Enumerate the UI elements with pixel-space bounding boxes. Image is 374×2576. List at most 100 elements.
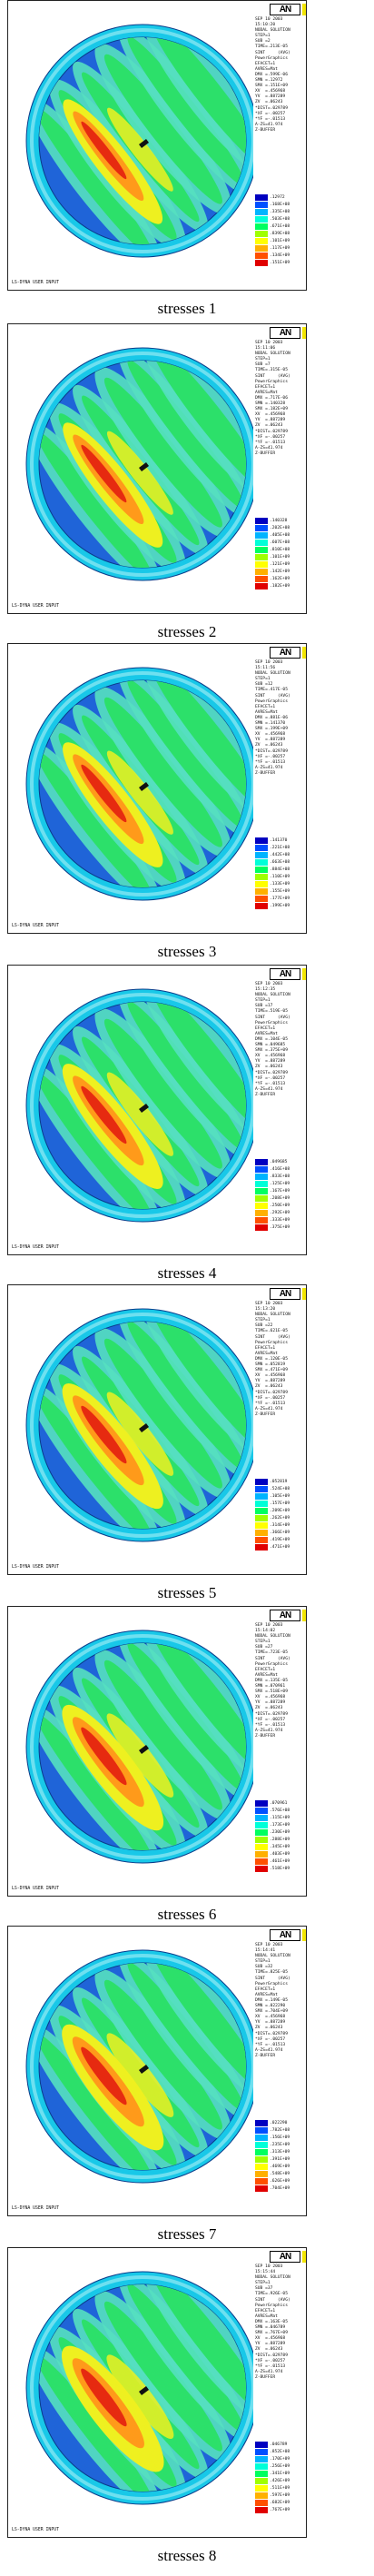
info-line: SINT (AVG) — [255, 1334, 290, 1340]
contour-band-core — [103, 697, 222, 847]
info-line: YV =.887289 — [255, 738, 286, 743]
legend-swatch — [255, 2485, 268, 2492]
info-line: SUB =22 — [255, 1323, 273, 1329]
info-line: XV =.456968 — [255, 2336, 286, 2342]
legend-swatch — [255, 554, 268, 560]
legend-row: .133E+09 — [255, 880, 306, 887]
center-marker — [139, 2386, 149, 2395]
info-line: 15:11:06 — [255, 346, 276, 352]
legend-swatch — [255, 2149, 268, 2155]
contour-warm-band — [106, 750, 173, 835]
panel-footer-label: LS-DYNA USER INPUT — [12, 604, 59, 609]
legend-swatch — [255, 2156, 268, 2163]
info-line: *XF =-.00257 — [255, 754, 286, 759]
legend-row: .511E+09 — [255, 2484, 306, 2492]
legend-value: .221E+08 — [270, 846, 290, 850]
solution-info-block: SEP 10 2003 15:14:41 NODAL SOLUTION STEP=1 S… — [255, 1943, 306, 2059]
legend-swatch — [255, 194, 268, 201]
legend-value: .115E+09 — [270, 1816, 290, 1820]
info-line: SEP 10 2003 — [255, 982, 283, 986]
info-line: *DIST=.029789 — [255, 2031, 288, 2036]
solution-info-block: SEP 10 2003 15:10:20 NODAL SOLUTION STEP=1 S… — [255, 17, 306, 134]
figure-stresses-6: AN SEP 10 2003 15:14:02 NODAL SOLUTION STEP=… — [0, 1606, 374, 1927]
panel-footer-label: LS-DYNA USER INPUT — [12, 924, 59, 928]
legend-value: .810E+08 — [270, 548, 290, 552]
info-line: Z-BUFFER — [255, 2053, 276, 2058]
legend-swatch — [255, 245, 268, 252]
info-line: ZV =.06243 — [255, 1706, 283, 1711]
info-line: A-ZS=41.974 — [255, 1406, 283, 1412]
legend-swatch — [255, 2507, 268, 2513]
legend-swatch — [255, 583, 268, 590]
contour-band-core — [127, 680, 245, 829]
legend-swatch — [255, 2142, 268, 2148]
legend-row: .682E+09 — [255, 2499, 306, 2506]
info-line: DMX =.120E-05 — [255, 1356, 288, 1362]
info-line: STEP=1 — [255, 1959, 271, 1965]
info-line: SMN =.141370 — [255, 721, 286, 727]
legend-swatch — [255, 888, 268, 895]
legend-swatch — [255, 1508, 268, 1514]
info-line: PowerGraphics — [255, 1020, 288, 1025]
legend-row: .833E+08 — [255, 1173, 306, 1180]
contour-legend: .070961 .576E+08 .115E+09 .173E+09 .230E+09.… — [255, 1799, 306, 1872]
info-line: 15:10:20 — [255, 23, 276, 28]
legend-row: .199E+09 — [255, 902, 306, 909]
legend-row: .12972 — [255, 193, 306, 201]
legend-value: .202E+08 — [270, 526, 290, 530]
contour-band-core — [150, 1963, 246, 2095]
legend-swatch — [255, 2449, 268, 2455]
info-line: NODAL SOLUTION — [255, 1954, 290, 1959]
legend-swatch — [255, 1851, 268, 1858]
legend-value: .022290 — [270, 2121, 288, 2125]
legend-row: .168E+08 — [255, 201, 306, 208]
info-line: SEP 10 2003 — [255, 17, 283, 22]
info-line: NODAL SOLUTION — [255, 1313, 290, 1318]
contour-band-core — [150, 1002, 246, 1134]
legend-swatch — [255, 896, 268, 902]
legend-row: .049685 — [255, 1158, 306, 1165]
info-line: *XF =-.00257 — [255, 1395, 286, 1401]
legend-value: .884E+08 — [270, 867, 290, 872]
contour-band-core — [39, 1713, 154, 1850]
legend-swatch — [255, 231, 268, 237]
info-line: DMX =.881E-06 — [255, 715, 288, 720]
contour-band-core — [150, 37, 246, 169]
contour-band-core — [127, 1322, 245, 1471]
legend-value: .12972 — [270, 195, 285, 200]
disc-rim-highlight — [30, 671, 253, 897]
ansys-logo: AN — [270, 647, 300, 659]
info-line: *DIST=.029789 — [255, 1070, 288, 1075]
legend-value: .576E+08 — [270, 1808, 290, 1813]
contour-legend: .140328 .202E+08 .405E+08 .607E+08 .810E+08.… — [255, 517, 306, 590]
legend-value: .142E+09 — [270, 570, 290, 574]
legend-swatch — [255, 1181, 268, 1187]
info-line: DMX =.717E-06 — [255, 395, 288, 401]
legend-swatch — [255, 1808, 268, 1814]
info-line: NODAL SOLUTION — [255, 28, 290, 34]
info-line: DMX =.104E-05 — [255, 1036, 288, 1042]
info-line: NODAL SOLUTION — [255, 2275, 290, 2281]
ansys-logo: AN — [270, 968, 300, 980]
legend-row: .403E+09 — [255, 1850, 306, 1858]
contour-band-core — [103, 377, 222, 528]
info-line: TIME=.315E-05 — [255, 368, 288, 373]
legend-value: .156E+09 — [270, 2135, 290, 2140]
legend-value: .177E+09 — [270, 897, 290, 901]
legend-swatch — [255, 1217, 268, 1224]
legend-swatch — [255, 202, 268, 208]
legend-row: .597E+09 — [255, 2492, 306, 2499]
legend-swatch — [255, 1493, 268, 1500]
info-line: ZV =.06243 — [255, 2026, 283, 2031]
contour-warm-band — [106, 107, 173, 192]
legend-row: .052819 — [255, 1478, 306, 1485]
info-line: SINT (AVG) — [255, 1656, 290, 1661]
legend-swatch — [255, 2120, 268, 2126]
panel-footer-label: LS-DYNA USER INPUT — [12, 281, 59, 285]
contour-hot-red — [81, 1405, 127, 1464]
contour-band-core — [150, 1643, 246, 1775]
info-line: SEP 10 2003 — [255, 1943, 283, 1947]
legend-value: .548E+09 — [270, 2172, 290, 2176]
info-line: Z-BUFFER — [255, 770, 276, 776]
legend-row: .366E+09 — [255, 1529, 306, 1536]
